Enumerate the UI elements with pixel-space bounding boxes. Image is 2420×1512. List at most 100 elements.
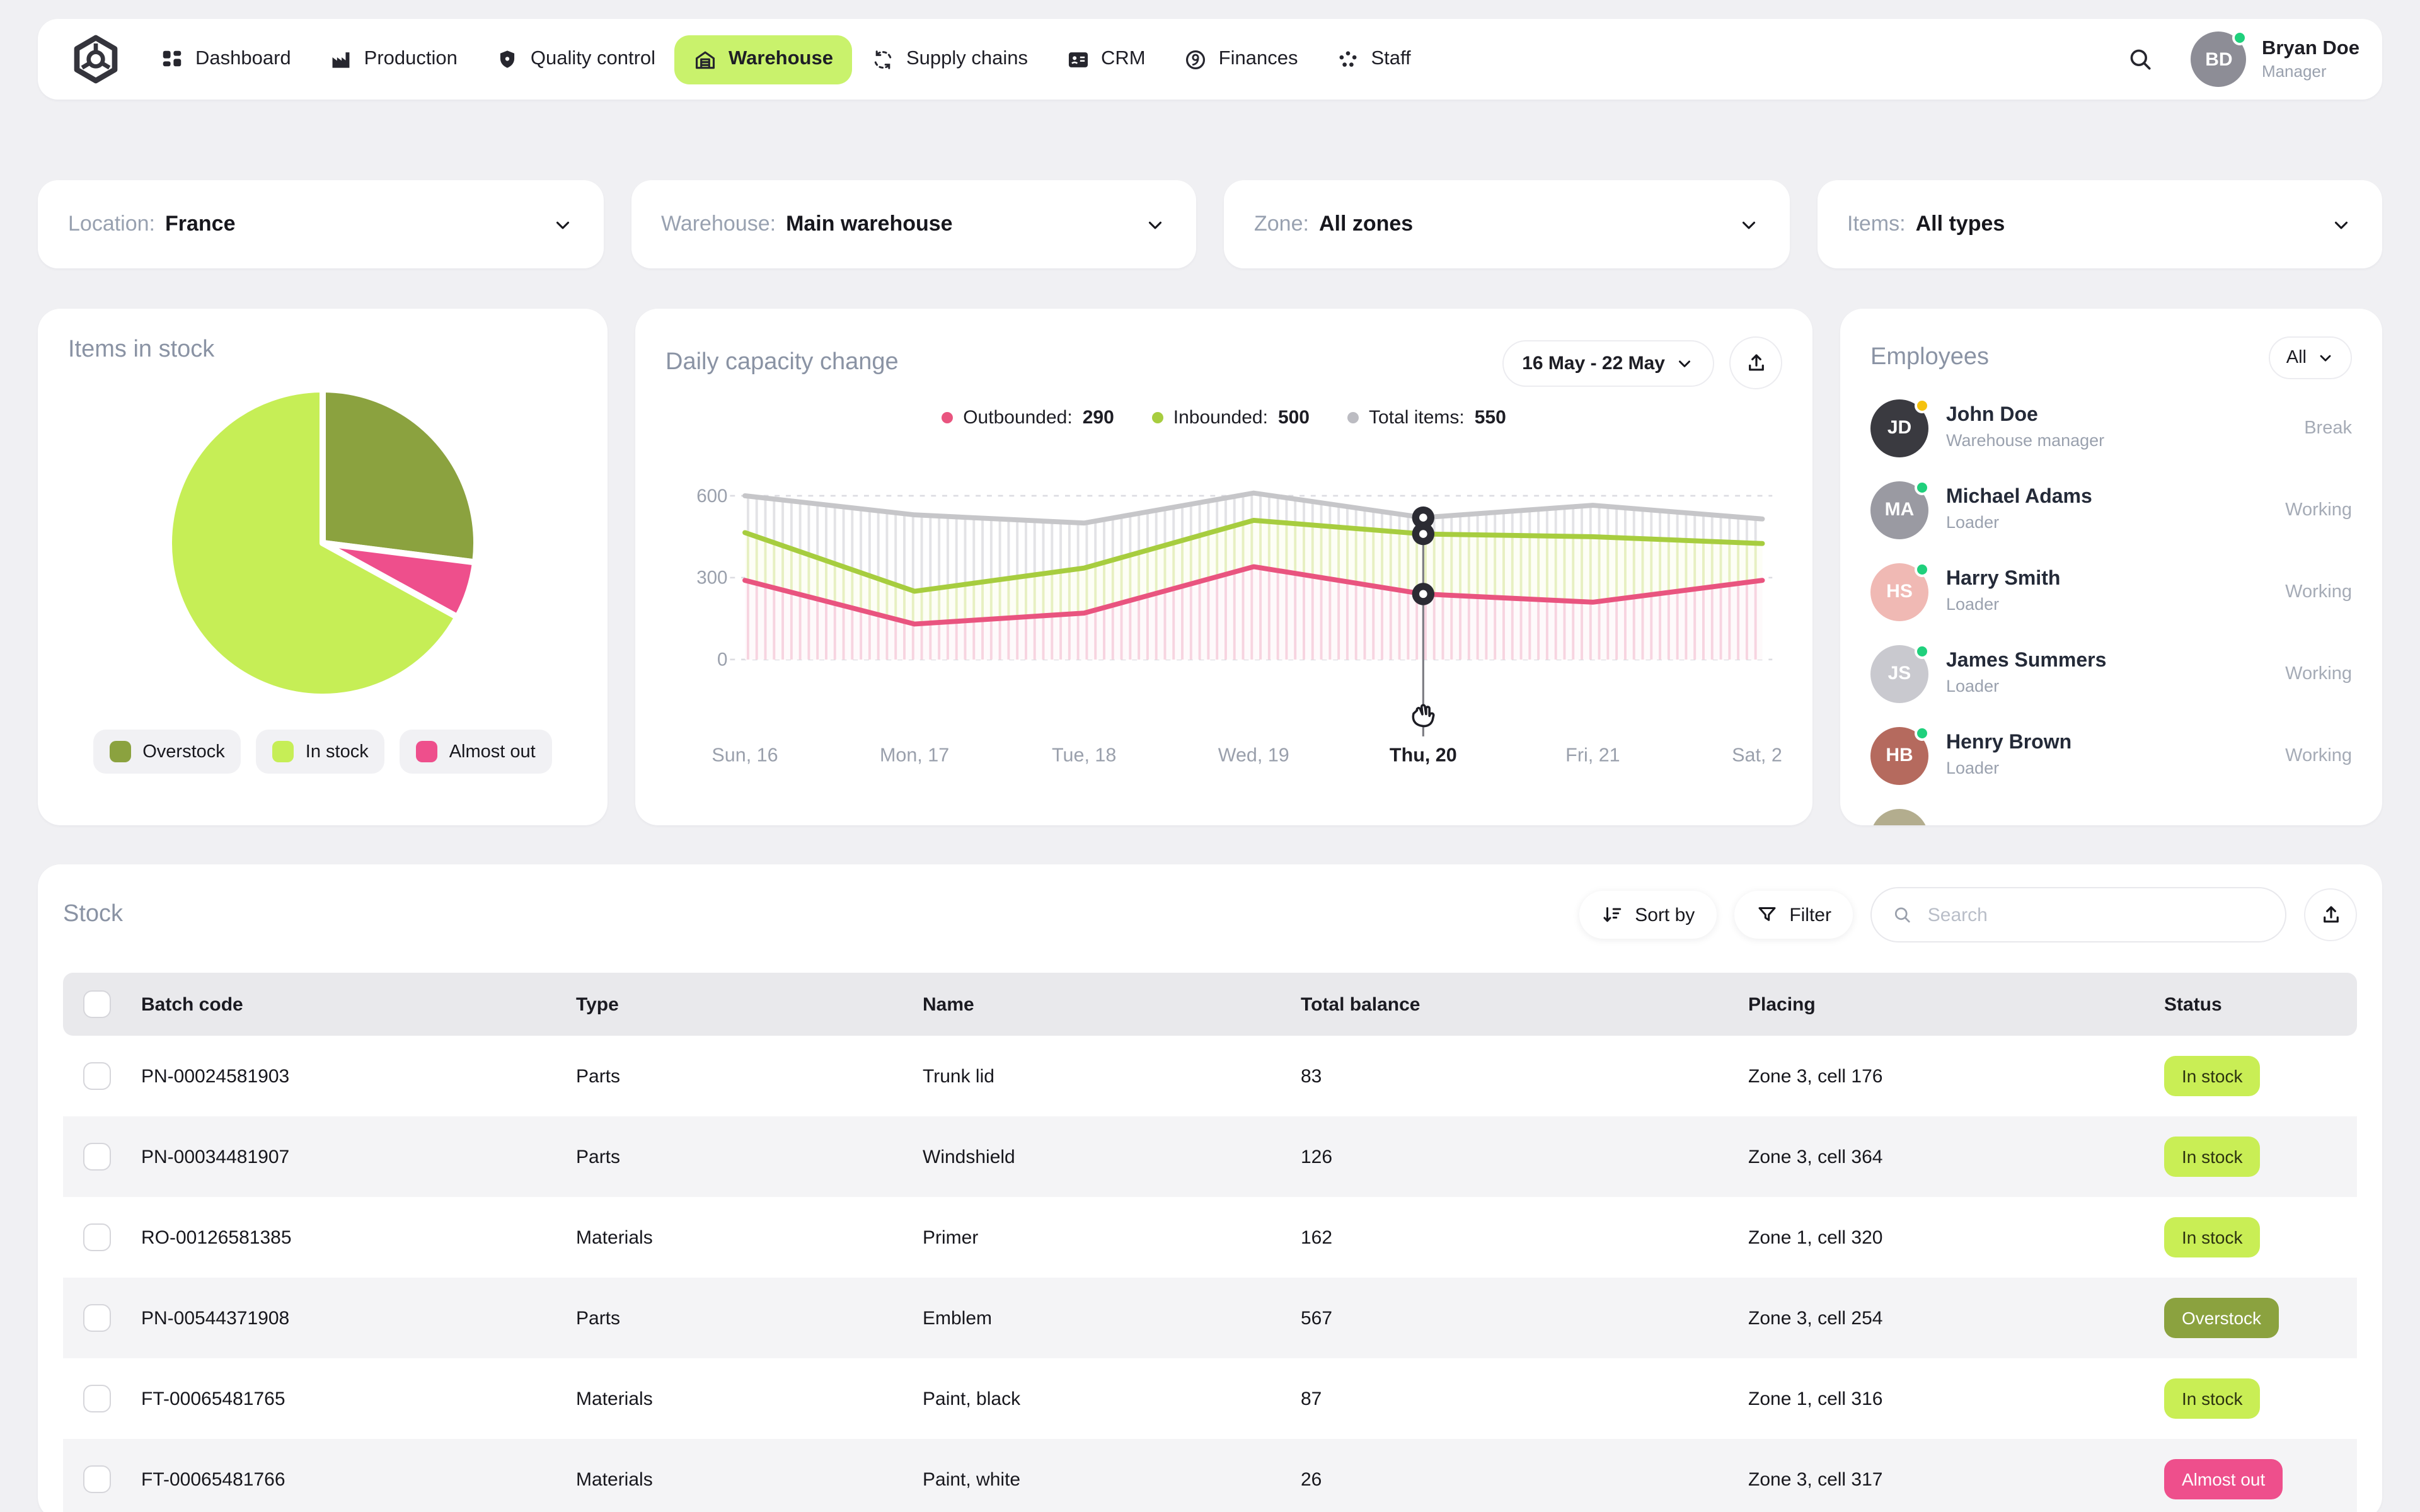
stock-title: Stock bbox=[63, 901, 124, 927]
cell-total-balance: 83 bbox=[1301, 1065, 1322, 1087]
nav-item-warehouse[interactable]: Warehouse bbox=[674, 35, 852, 84]
cell-placing: Zone 1, cell 316 bbox=[1748, 1388, 1883, 1409]
column-header-batch-code: Batch code bbox=[141, 994, 243, 1015]
table-row: FT-00065481766 Materials Paint, white 26 Zon… bbox=[63, 1439, 2357, 1512]
column-header-name: Name bbox=[923, 994, 974, 1015]
filter-warehouse[interactable]: Warehouse: Main warehouse bbox=[631, 180, 1196, 268]
search-icon bbox=[1894, 907, 1910, 923]
items-in-stock-pie-chart[interactable] bbox=[151, 372, 494, 714]
employee-list: JD John Doe Warehouse manager Break MA Michae… bbox=[1870, 387, 2352, 825]
row-checkbox[interactable] bbox=[83, 1062, 111, 1090]
online-status-dot bbox=[2232, 30, 2248, 45]
status-badge: In stock bbox=[2164, 1217, 2261, 1257]
employee-name: Michael Adams bbox=[1946, 486, 2092, 508]
export-chart-button[interactable] bbox=[1729, 336, 1782, 389]
date-range-select[interactable]: 16 May - 22 May bbox=[1502, 340, 1714, 386]
svg-text:600: 600 bbox=[696, 486, 727, 507]
avatar: JD bbox=[1870, 398, 1930, 457]
employee-row-partial bbox=[1870, 796, 2352, 825]
nav-item-quality-control[interactable]: Quality control bbox=[476, 35, 674, 84]
nav-item-crm[interactable]: CRM bbox=[1047, 35, 1165, 84]
cell-batch-code: PN-00024581903 bbox=[141, 1065, 290, 1087]
cell-name: Primer bbox=[923, 1227, 979, 1248]
nav-right: BD Bryan Doe Manager bbox=[2116, 30, 2360, 87]
employee-row[interactable]: MA Michael Adams Loader Working bbox=[1870, 469, 2352, 551]
cell-placing: Zone 1, cell 320 bbox=[1748, 1227, 1883, 1248]
status-dot bbox=[1915, 561, 1930, 576]
filter-items[interactable]: Items: All types bbox=[1817, 180, 2382, 268]
main-row: Items in stock Overstock In stock Almost… bbox=[38, 309, 2382, 825]
cell-placing: Zone 3, cell 364 bbox=[1748, 1146, 1883, 1167]
filter-location[interactable]: Location: France bbox=[38, 180, 603, 268]
nav-label: Supply chains bbox=[906, 48, 1028, 69]
cell-type: Parts bbox=[576, 1307, 621, 1329]
employee-row[interactable]: HB Henry Brown Loader Working bbox=[1870, 714, 2352, 796]
items-in-stock-card: Items in stock Overstock In stock Almost… bbox=[38, 309, 608, 825]
chevron-down-icon bbox=[551, 214, 573, 235]
employees-filter-select[interactable]: All bbox=[2268, 336, 2352, 379]
row-checkbox[interactable] bbox=[83, 1465, 111, 1493]
table-body: PN-00024581903 Parts Trunk lid 83 Zone 3, ce… bbox=[63, 1036, 2357, 1512]
warehouse-icon bbox=[693, 47, 717, 71]
stock-search-field[interactable] bbox=[1870, 887, 2286, 942]
nav-item-finances[interactable]: Finances bbox=[1165, 35, 1317, 84]
capacity-legend: Outbounded: 290 Inbounded: 500 Total ite… bbox=[666, 407, 1782, 428]
daily-capacity-line-chart[interactable]: 600 300 0 Sun, 16 Mon, 17 Tue, 18 Wed, 19 Thu, … bbox=[666, 446, 1782, 779]
employee-name: John Doe bbox=[1946, 404, 2038, 427]
legend-label: Overstock bbox=[142, 742, 225, 762]
pie-slice-overstock bbox=[320, 386, 480, 566]
card-title: Employees bbox=[1870, 344, 1989, 370]
coin-icon bbox=[1184, 47, 1207, 71]
row-checkbox[interactable] bbox=[83, 1304, 111, 1332]
employee-status: Working bbox=[2285, 500, 2352, 520]
top-nav: Dashboard Production Quality control bbox=[38, 19, 2382, 100]
supply-loop-icon bbox=[871, 47, 895, 71]
employee-row[interactable]: JS James Summers Loader Working bbox=[1870, 633, 2352, 714]
daily-capacity-card: Daily capacity change 16 May - 22 May bbox=[635, 309, 1812, 825]
nav-item-production[interactable]: Production bbox=[310, 35, 476, 84]
cell-type: Materials bbox=[576, 1388, 653, 1409]
table-row: RO-00126581385 Materials Primer 162 Zone 1, … bbox=[63, 1197, 2357, 1278]
cell-name: Windshield bbox=[923, 1146, 1015, 1167]
filter-label: Zone: bbox=[1254, 212, 1309, 236]
nav-label: Finances bbox=[1218, 48, 1298, 69]
chevron-down-icon bbox=[1737, 214, 1759, 235]
sort-by-button[interactable]: Sort by bbox=[1579, 891, 1717, 939]
sort-icon bbox=[1603, 907, 1622, 922]
legend-label: Total items: bbox=[1369, 407, 1465, 428]
cell-batch-code: PN-00544371908 bbox=[141, 1307, 290, 1329]
pie-slice-in-stock bbox=[166, 386, 461, 700]
legend-item-overstock: Overstock bbox=[93, 730, 241, 774]
legend-value: 290 bbox=[1082, 407, 1114, 428]
filter-button[interactable]: Filter bbox=[1734, 891, 1853, 939]
search-icon[interactable] bbox=[2116, 34, 2166, 84]
filter-value: All types bbox=[1915, 212, 2005, 236]
stock-search-input[interactable] bbox=[1925, 903, 2265, 927]
employee-row[interactable]: HS Harry Smith Loader Working bbox=[1870, 551, 2352, 633]
nav-item-dashboard[interactable]: Dashboard bbox=[141, 35, 310, 84]
nav-item-staff[interactable]: Staff bbox=[1317, 35, 1429, 84]
legend-swatch bbox=[416, 741, 438, 762]
legend-item-outbounded: Outbounded: 290 bbox=[942, 407, 1114, 428]
table-row: PN-00024581903 Parts Trunk lid 83 Zone 3, ce… bbox=[63, 1036, 2357, 1116]
row-checkbox[interactable] bbox=[83, 1385, 111, 1412]
factory-icon bbox=[329, 47, 353, 71]
app-logo-icon[interactable] bbox=[71, 34, 121, 84]
table-row: PN-00544371908 Parts Emblem 567 Zone 3, cell… bbox=[63, 1278, 2357, 1358]
avatar: BD bbox=[2191, 30, 2248, 87]
stock-card: Stock Sort by Filter bbox=[38, 864, 2382, 1512]
user-menu[interactable]: BD Bryan Doe Manager bbox=[2191, 30, 2360, 87]
export-table-button[interactable] bbox=[2304, 888, 2357, 941]
svg-text:Wed, 19: Wed, 19 bbox=[1218, 744, 1289, 765]
nav-item-supply-chains[interactable]: Supply chains bbox=[852, 35, 1047, 84]
select-all-checkbox[interactable] bbox=[83, 990, 111, 1018]
filter-zone[interactable]: Zone: All zones bbox=[1224, 180, 1789, 268]
legend-label: Almost out bbox=[449, 742, 536, 762]
row-checkbox[interactable] bbox=[83, 1223, 111, 1251]
chevron-down-icon bbox=[1144, 214, 1166, 235]
employee-row[interactable]: JD John Doe Warehouse manager Break bbox=[1870, 387, 2352, 469]
status-badge: In stock bbox=[2164, 1137, 2261, 1177]
row-checkbox[interactable] bbox=[83, 1143, 111, 1171]
cell-total-balance: 87 bbox=[1301, 1388, 1322, 1409]
nav-label: CRM bbox=[1101, 48, 1146, 69]
